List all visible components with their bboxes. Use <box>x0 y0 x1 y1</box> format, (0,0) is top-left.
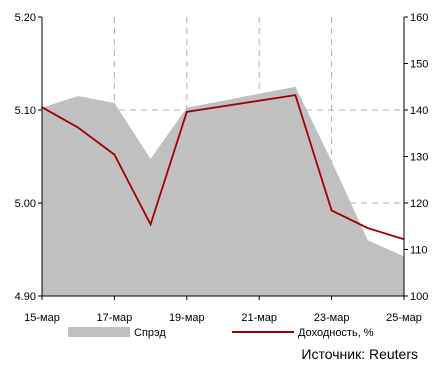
axes <box>38 16 408 300</box>
yield-line-layer <box>41 94 405 241</box>
x-axis-tick-label: 23-мар <box>314 312 350 324</box>
legend-label-spread: Спрэд <box>134 327 166 339</box>
x-axis-tick-label: 17-мар <box>97 312 133 324</box>
yield-line <box>41 94 405 241</box>
legend-label-yield: Доходность, % <box>298 327 374 339</box>
x-axis-tick-label: 21-мар <box>241 312 277 324</box>
spread-area-layer <box>42 86 404 296</box>
right-axis-tick-label: 140 <box>410 105 428 117</box>
spread-area <box>42 86 404 296</box>
right-axis-tick-label: 100 <box>410 291 428 303</box>
left-axis-tick-label: 5.10 <box>15 105 36 117</box>
x-axis-tick-label: 19-мар <box>169 312 205 324</box>
left-axis-tick-label: 5.00 <box>15 198 36 210</box>
right-axis-tick-label: 160 <box>410 12 428 24</box>
x-axis-tick-label: 25-мар <box>386 312 422 324</box>
right-axis-tick-label: 110 <box>410 245 428 257</box>
legend: Спрэд Доходность, % <box>68 327 374 339</box>
source-note: Источник: Reuters <box>301 346 418 362</box>
x-axis-tick-label: 15-мар <box>24 312 60 324</box>
left-axis-tick-label: 5.20 <box>15 12 36 24</box>
right-axis-tick-label: 120 <box>410 198 428 210</box>
left-axis-tick-label: 4.90 <box>15 291 36 303</box>
legend-swatch-spread <box>68 327 130 337</box>
right-axis-tick-label: 150 <box>410 59 428 71</box>
right-axis-tick-label: 130 <box>410 152 428 164</box>
tick-labels: 4.90 5.00 5.10 5.20 100 110 120 130 140 150 160 15-… <box>15 12 429 324</box>
